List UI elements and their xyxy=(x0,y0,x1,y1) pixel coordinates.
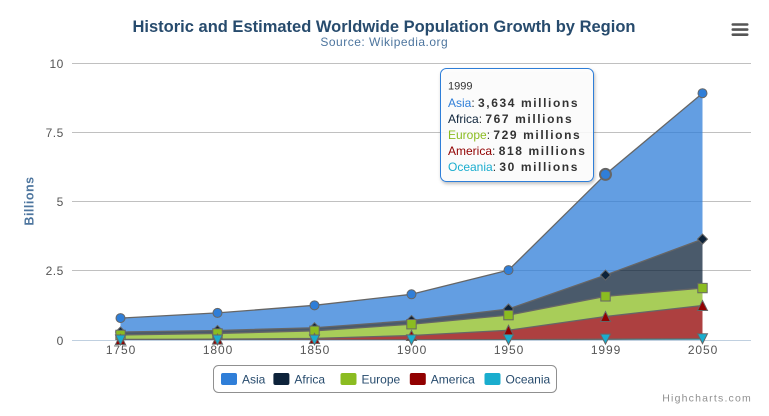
svg-text:Billions: Billions xyxy=(23,176,37,225)
svg-text:America: 818 millions: America: 818 millions xyxy=(448,144,587,158)
svg-text:7.5: 7.5 xyxy=(46,126,64,140)
svg-text:Source: Wikipedia.org: Source: Wikipedia.org xyxy=(320,35,448,49)
svg-text:2.5: 2.5 xyxy=(46,264,64,278)
svg-text:Europe: 729 millions: Europe: 729 millions xyxy=(448,128,581,142)
svg-text:2050: 2050 xyxy=(688,343,718,357)
svg-text:0: 0 xyxy=(57,334,64,348)
svg-text:1800: 1800 xyxy=(203,343,233,357)
svg-text:1750: 1750 xyxy=(106,343,136,357)
svg-text:Asia: Asia xyxy=(242,373,266,387)
svg-text:5: 5 xyxy=(57,195,64,209)
svg-text:Asia: 3,634 millions: Asia: 3,634 millions xyxy=(448,96,579,110)
svg-text:Europe: Europe xyxy=(362,373,401,387)
svg-text:1850: 1850 xyxy=(300,343,330,357)
svg-text:Africa: 767 millions: Africa: 767 millions xyxy=(448,112,573,126)
svg-text:1950: 1950 xyxy=(494,343,524,357)
svg-text:America: America xyxy=(431,373,475,387)
svg-text:Oceania: Oceania xyxy=(506,373,551,387)
svg-text:1900: 1900 xyxy=(397,343,427,357)
svg-text:Africa: Africa xyxy=(294,373,325,387)
svg-text:Historic and Estimated Worldwi: Historic and Estimated Worldwide Populat… xyxy=(133,18,636,36)
svg-text:10: 10 xyxy=(49,57,63,71)
svg-text:1999: 1999 xyxy=(448,81,472,93)
svg-text:1999: 1999 xyxy=(591,343,621,357)
svg-text:Highcharts.com: Highcharts.com xyxy=(662,393,752,405)
svg-text:Oceania: 30 millions: Oceania: 30 millions xyxy=(448,160,579,174)
